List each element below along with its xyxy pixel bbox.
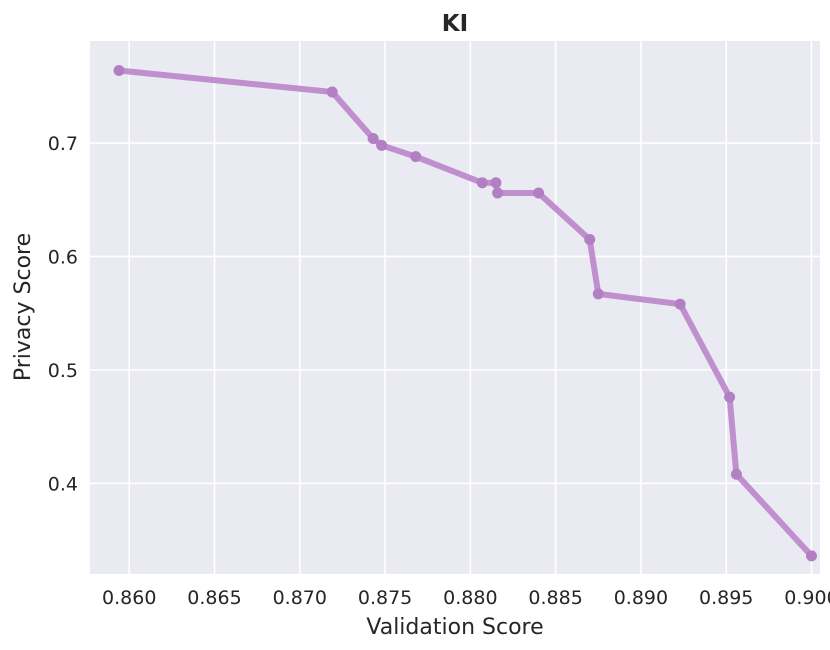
- x-tick-label: 0.865: [187, 587, 241, 609]
- data-point: [376, 139, 388, 151]
- data-point: [730, 468, 742, 480]
- data-point: [584, 233, 596, 245]
- grid-lines: [90, 41, 820, 574]
- data-point: [592, 288, 604, 300]
- y-tick-label: 0.4: [48, 473, 78, 495]
- y-tick-label: 0.5: [48, 360, 78, 382]
- data-point: [492, 187, 504, 199]
- x-tick-label: 0.890: [614, 587, 668, 609]
- plot-area: [90, 41, 820, 574]
- data-point: [113, 64, 125, 76]
- x-tick-label: 0.885: [528, 587, 582, 609]
- data-point: [326, 86, 338, 98]
- data-point: [724, 391, 736, 403]
- x-tick-label: 0.875: [358, 587, 412, 609]
- x-tick-label: 0.895: [699, 587, 753, 609]
- y-tick-label: 0.7: [48, 133, 78, 155]
- series-layer: [113, 64, 817, 562]
- chart-title: KI: [442, 11, 468, 37]
- x-tick-label: 0.870: [273, 587, 327, 609]
- data-point: [476, 177, 488, 189]
- data-point: [367, 133, 379, 145]
- y-axis-ticks: 0.4 0.5 0.6 0.7: [48, 133, 78, 495]
- data-point: [674, 298, 686, 310]
- x-tick-label: 0.900: [784, 587, 830, 609]
- data-point: [533, 187, 545, 199]
- y-tick-label: 0.6: [48, 246, 78, 268]
- y-axis-label: Privacy Score: [11, 233, 36, 381]
- x-tick-label: 0.880: [443, 587, 497, 609]
- x-axis-ticks: 0.860 0.865 0.870 0.875 0.880 0.885 0.890 0.895…: [102, 587, 830, 609]
- data-point: [410, 151, 422, 163]
- data-point: [805, 550, 817, 562]
- x-axis-label: Validation Score: [366, 615, 543, 640]
- x-tick-label: 0.860: [102, 587, 156, 609]
- data-point: [490, 177, 502, 189]
